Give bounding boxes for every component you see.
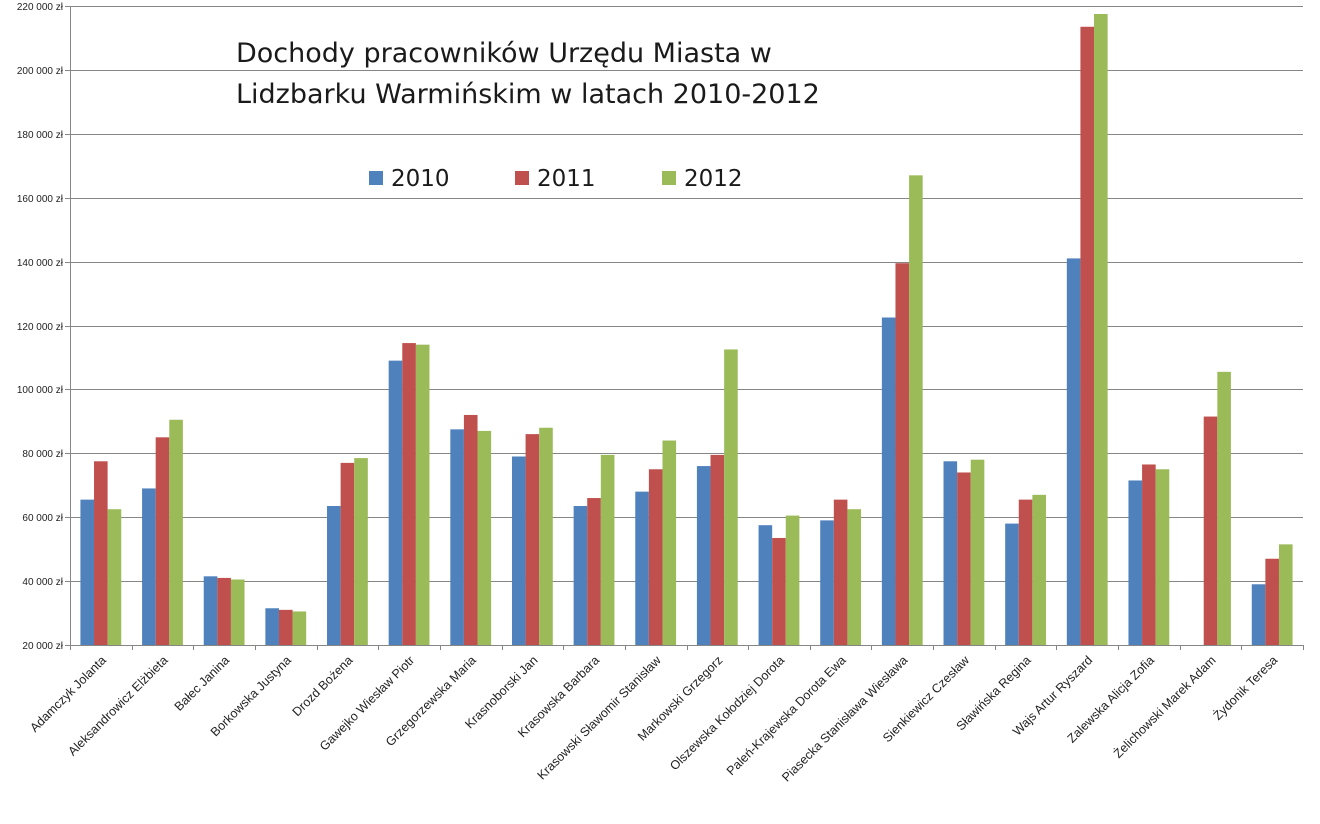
bar-2012 [1155,469,1170,645]
chart-title-line-2: Lidzbarku Warmińskim w latach 2010-2012 [236,79,820,110]
y-tick-label: 100 000 zł [17,385,64,396]
legend-swatch-2012 [662,171,676,185]
bar-2012 [354,458,368,645]
bar-2011 [525,434,540,645]
x-category-label: Drozd Bożena [290,653,356,719]
legend-label-2011: 2011 [537,166,596,192]
bar-2012 [292,611,307,645]
bar-2010 [573,506,588,645]
chart-title-line-1: Dochody pracowników Urzędu Miasta w [236,38,772,69]
y-tick-label: 180 000 zł [17,130,64,141]
bar-2010 [1251,584,1266,645]
bar-2010 [80,499,95,645]
bar-2012 [169,419,183,645]
y-tick-label: 200 000 zł [17,66,64,77]
bar-2012 [600,454,615,645]
legend-swatch-2011 [515,171,529,185]
bar-2012 [539,427,553,645]
y-tick-label: 220 000 zł [17,2,64,13]
bar-2011 [217,577,231,645]
legend: 2010 2011 2012 [369,166,743,192]
bar-2011 [833,499,848,645]
bar-2010 [511,456,526,645]
x-category-label: Olszewska Kołodziej Dorota [667,653,787,773]
bar-2010 [1005,523,1019,645]
bar-2012 [477,430,492,645]
bar-2011 [1265,558,1279,645]
bar-2010 [943,461,958,645]
bar-2011 [1203,416,1218,645]
bar-2011 [648,469,663,645]
y-tick-label: 40 000 zł [22,577,63,588]
bar-2010 [203,576,218,645]
bar-2012 [909,175,923,645]
y-tick-label: 20 000 zł [22,641,63,652]
legend-label-2010: 2010 [391,166,450,192]
legend-swatch-2010 [369,171,383,185]
y-tick-label: 140 000 zł [17,258,64,269]
bar-2011 [1018,499,1033,645]
bar-2011 [587,498,601,645]
axes [70,6,1304,650]
bar-2010 [1128,480,1143,645]
bar-2011 [155,437,170,645]
bar-2012 [1094,13,1108,646]
bar-2012 [847,509,862,645]
bar-2011 [340,462,355,645]
bar-2011 [772,537,786,645]
x-category-label: Żelichowski Marek Adam [1111,653,1219,761]
bars [80,13,1293,646]
bar-2012 [970,459,985,645]
bar-2010 [327,506,341,645]
y-tick-label: 80 000 zł [22,449,63,460]
bar-2012 [1217,371,1231,645]
bar-2011 [710,454,725,645]
bar-2012 [1032,494,1046,645]
x-category-label: Paleń-Krajewska Dorota Ewa [724,653,849,778]
x-category-label: Żydonik Teresa [1211,653,1281,723]
bar-2010 [696,466,711,645]
y-tick-labels: 20 000 zł 40 000 zł 60 000 zł 80 000 zł 100 … [17,2,64,652]
bar-2010 [388,360,403,645]
bar-2011 [463,414,478,645]
bar-2010 [265,608,279,645]
x-category-label: Aleksandrowicz Elżbieta [65,653,170,758]
bar-2011 [278,609,293,645]
bar-2012 [662,440,677,645]
bar-2010 [881,317,896,645]
bar-2010 [635,491,649,645]
bar-2011 [94,461,108,645]
bar-2011 [1080,26,1095,645]
bar-2011 [402,343,416,645]
x-category-label: Krasowski Sławomir Stanisław [535,653,665,783]
bar-2011 [957,472,971,645]
bar-2012 [724,349,738,645]
bar-2012 [785,515,800,645]
bar-2011 [1142,464,1156,645]
bar-2010 [1066,258,1081,645]
y-tick-label: 120 000 zł [17,322,64,333]
bar-2010 [820,520,834,645]
bar-2010 [142,488,156,645]
bar-2012 [1278,544,1293,645]
bar-2012 [230,579,245,645]
bar-2012 [415,344,430,645]
y-tick-label: 60 000 zł [22,513,63,524]
y-tick-label: 160 000 zł [17,194,64,205]
bar-2012 [107,509,122,645]
bar-2011 [895,263,910,645]
x-category-label: Bałec Janina [172,653,233,714]
legend-label-2012: 2012 [684,166,743,192]
bar-2010 [450,429,464,645]
x-category-label: Piasecka Stanisława Wiesława [779,653,910,784]
bar-2010 [758,525,773,645]
